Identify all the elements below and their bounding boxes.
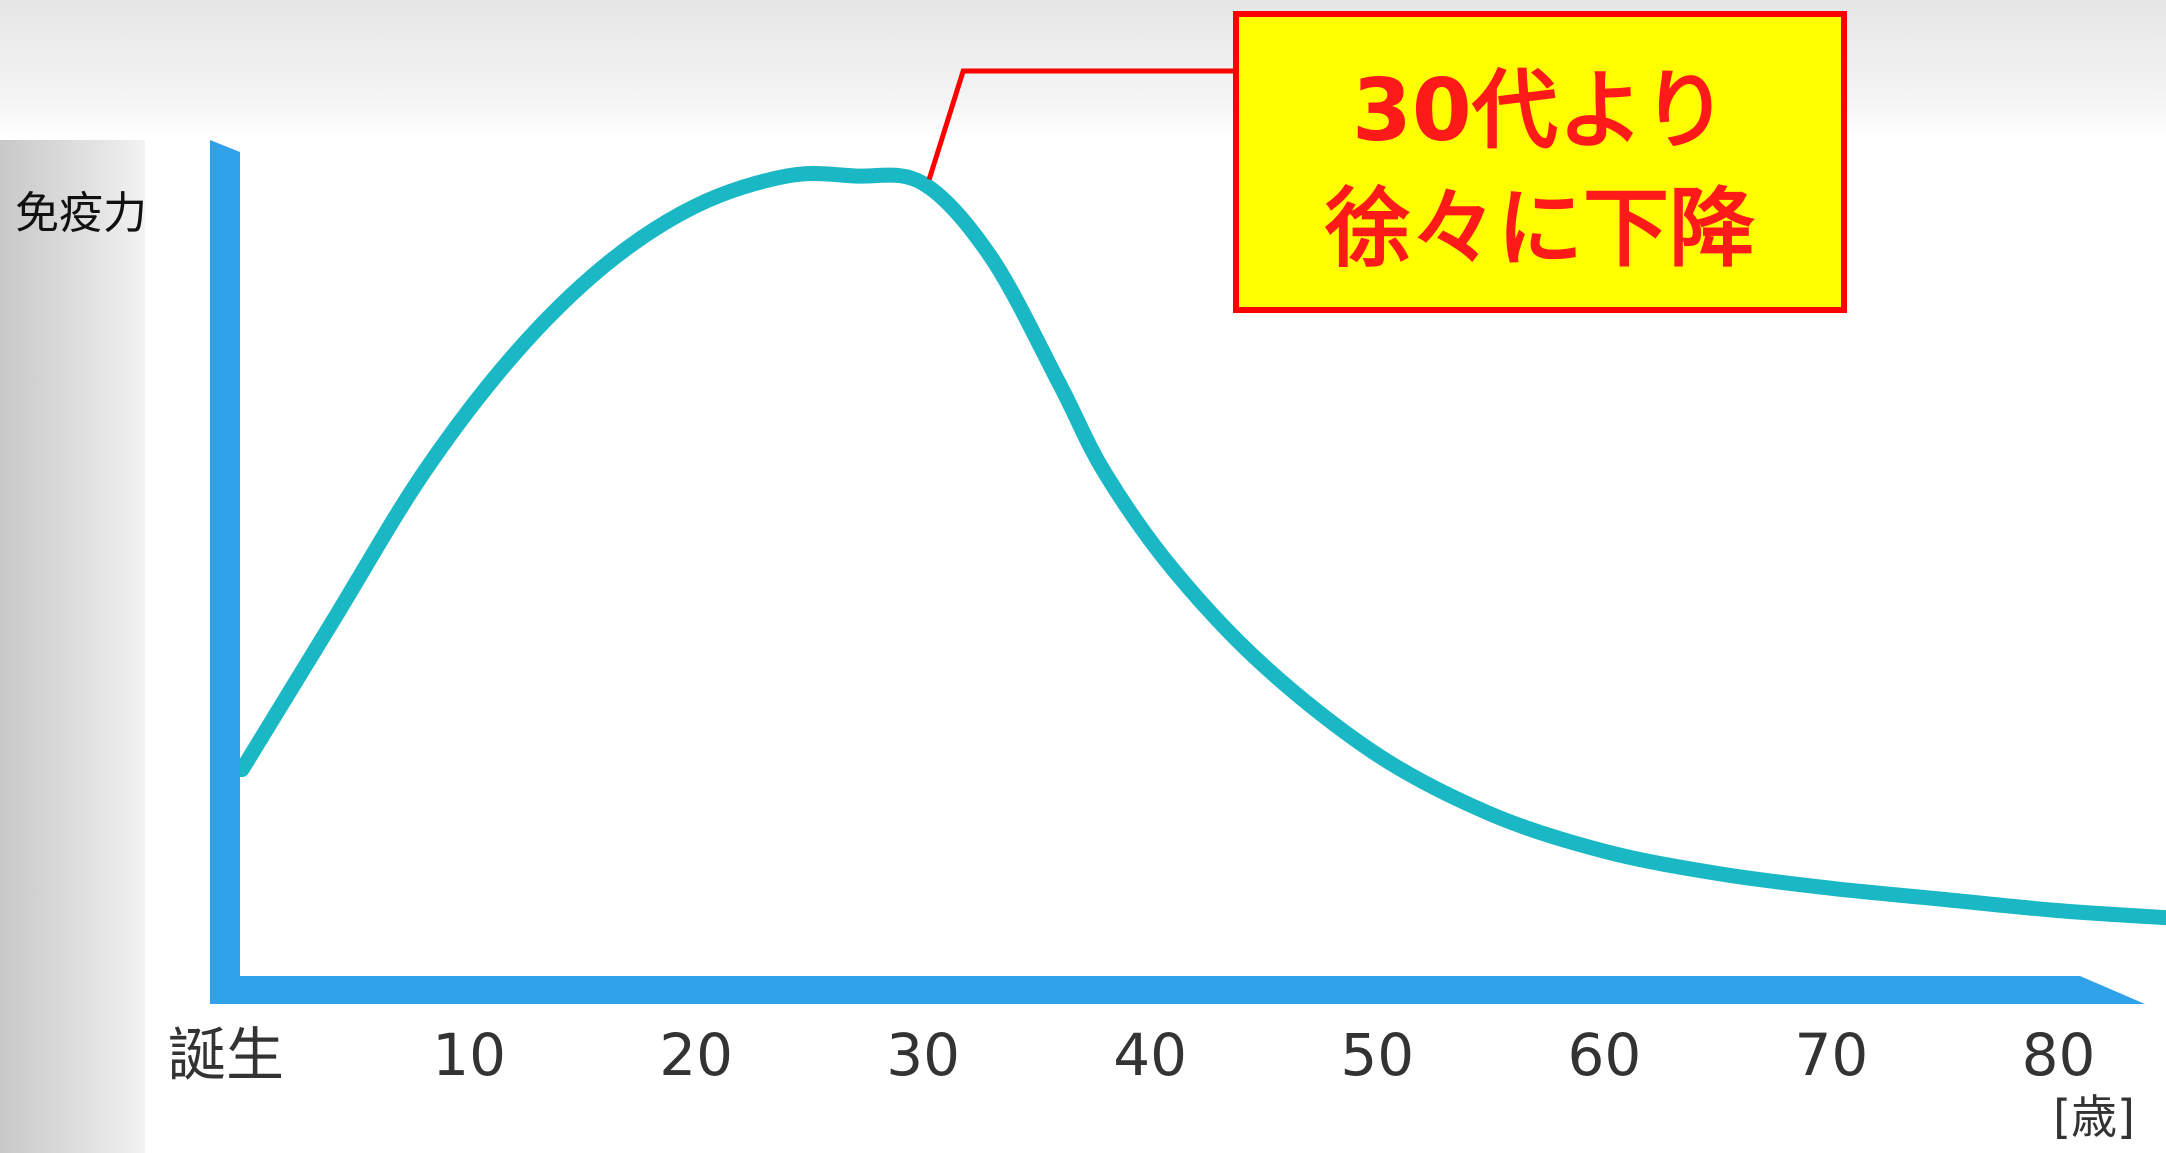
x-tick-label: 30 — [886, 1021, 960, 1089]
x-tick-label: 50 — [1340, 1021, 1414, 1089]
x-tick-label: 40 — [1113, 1021, 1187, 1089]
callout-line-1: 30代より — [1352, 61, 1728, 161]
x-tick-label: 70 — [1794, 1021, 1868, 1089]
callout-leader-line — [926, 68, 1236, 181]
callout-line-2: 徐々に下降 — [1324, 179, 1755, 279]
left-gradient-background — [0, 0, 145, 1153]
x-tick-label: 誕生 — [168, 1021, 284, 1089]
y-axis — [210, 140, 240, 985]
callout-box — [1233, 11, 1847, 313]
x-tick-labels: 誕生 10 20 30 40 50 60 70 80 — [168, 1021, 2095, 1089]
x-tick-label: 80 — [2022, 1021, 2096, 1089]
x-axis-unit: [歳] — [2053, 1090, 2135, 1144]
series-line-immunity — [234, 166, 2166, 926]
y-axis-label: 免疫力 — [15, 188, 147, 239]
x-tick-label: 60 — [1567, 1021, 1641, 1089]
x-axis — [210, 976, 2145, 1004]
x-tick-label: 20 — [659, 1021, 733, 1089]
x-tick-label: 10 — [432, 1021, 506, 1089]
